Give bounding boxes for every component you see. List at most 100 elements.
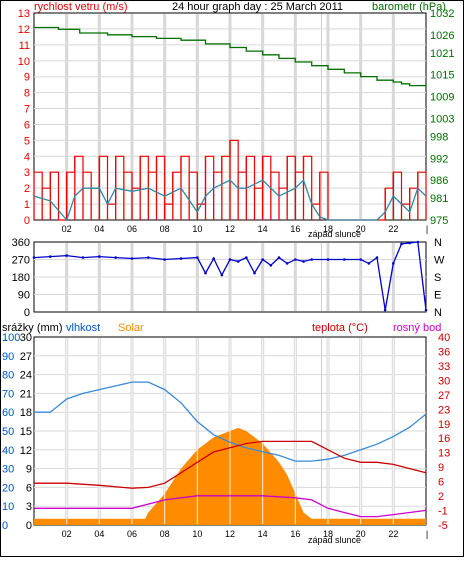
wind-direction-point — [220, 273, 224, 277]
rain-ticks: 0 3 6 9 12 15 18 21 24 27 30 — [20, 332, 32, 532]
time-tick-label: 20 — [356, 224, 366, 234]
time-tick-label: 10 — [192, 224, 202, 234]
rain-tick-label: 21 — [20, 388, 32, 400]
wind-direction-point — [383, 308, 387, 312]
wind-direction-point — [424, 308, 428, 312]
time-tick-label: 14 — [258, 224, 268, 234]
temperature-tick-label: 6 — [438, 477, 444, 489]
rain-tick-label: 30 — [20, 332, 32, 344]
wind-speed-tick-label: 1 — [24, 199, 30, 211]
wind-speed-tick-label: 5 — [24, 135, 30, 147]
humidity-tick-label: 20 — [2, 482, 14, 494]
wind-direction-point — [212, 257, 215, 260]
time-tick-label: 02 — [62, 529, 72, 539]
wind-speed-tick-label: 0 — [24, 215, 30, 227]
wind-direction-line — [33, 241, 427, 311]
humidity-tick-label: 90 — [2, 351, 14, 363]
time-tick-label: 12 — [225, 224, 235, 234]
humidity-tick-label: 80 — [2, 370, 14, 382]
degree-tick-label: 0 — [24, 307, 30, 319]
time-tick-label: 12 — [225, 529, 235, 539]
wind-direction-point — [204, 271, 207, 275]
temperature-tick-label: 23 — [438, 404, 450, 416]
compass-tick-label: E — [434, 290, 441, 302]
barometer-tick-label: 998 — [430, 131, 448, 143]
time-tick-label: 10 — [192, 529, 202, 539]
temperature-tick-label: 13 — [438, 448, 450, 460]
wind-speed-tick-label: 6 — [24, 119, 30, 131]
temperature-tick-label: 16 — [438, 433, 450, 445]
temperature-tick-label: 27 — [438, 390, 450, 402]
wind-direction-point — [408, 241, 411, 245]
barometer-tick-label: 986 — [430, 175, 448, 187]
humidity-tick-label: 70 — [2, 388, 14, 400]
degree-ticks: 0 90 180 270 360 — [12, 237, 30, 319]
humidity-tick-label: 60 — [2, 407, 14, 419]
wind-direction-point — [285, 262, 289, 265]
temperature-tick-label: -5 — [438, 520, 448, 532]
temperature-tick-label: 30 — [438, 375, 450, 387]
rain-tick-label: 24 — [20, 370, 32, 382]
wind-direction-point — [294, 258, 297, 261]
temperature-tick-label: 9 — [438, 462, 444, 474]
humidity-tick-label: 100 — [2, 332, 20, 344]
wind-direction-point — [49, 255, 52, 258]
wind-direction-point — [400, 242, 403, 246]
wind-direction-point — [392, 262, 395, 265]
compass-tick-label: N — [434, 307, 442, 319]
wind-speed-tick-label: 13 — [18, 8, 30, 20]
wind-speed-tick-label: 3 — [24, 167, 30, 179]
humidity-ticks: 0 10 20 30 40 50 60 70 80 90 100 — [2, 332, 20, 532]
wind-direction-point — [253, 271, 256, 275]
wind-direction-point — [114, 256, 117, 259]
temperature-tick-label: 36 — [438, 346, 450, 358]
wind-speed-tick-label: 4 — [24, 151, 30, 163]
wind-direction-point — [326, 258, 330, 261]
solar-legend-label: Solar — [118, 322, 144, 334]
rain-tick-label: 3 — [26, 501, 32, 513]
barometer-ticks: 975 981 986 992 998 1003 1009 1015 1021 1026 1032 — [430, 8, 454, 227]
temperature-tick-label: 33 — [438, 361, 450, 373]
time-tick-label: 02 — [62, 224, 72, 234]
barometer-tick-label: 1015 — [430, 70, 454, 82]
temperature-tick-label: -1 — [438, 506, 448, 518]
time-tick-label: 16 — [290, 529, 300, 539]
rain-tick-label: 18 — [20, 407, 32, 419]
wind-direction-point — [277, 256, 281, 259]
wind-speed-tick-label: 11 — [19, 40, 30, 52]
barometer-tick-label: 975 — [430, 215, 448, 227]
time-tick-label: 04 — [94, 224, 104, 234]
wind-direction-point — [416, 240, 420, 244]
barometer-line — [34, 26, 427, 87]
degree-tick-label: 90 — [18, 290, 30, 302]
wind-direction-point — [359, 258, 362, 261]
rain-tick-label: 15 — [20, 426, 32, 438]
wind-pressure-marks — [33, 26, 427, 222]
wind-direction-point — [367, 262, 371, 265]
time-tick-label: 18 — [323, 224, 333, 234]
time-tick-label: 16 — [290, 224, 300, 234]
chart-title: 24 hour graph day : 25 March 2011 — [172, 1, 343, 13]
barometer-tick-label: 992 — [430, 153, 448, 165]
wind-axis-label: rychlost vetru (m/s) — [34, 1, 128, 13]
wind-direction-point — [196, 256, 199, 259]
compass-tick-label: S — [434, 272, 441, 284]
wind-speed-tick-label: 9 — [24, 72, 30, 84]
humidity-tick-label: 10 — [2, 501, 14, 513]
wind-panel-time-ticks: 02 04 06 08 10 12 14 16 18 20 22 | — [62, 224, 429, 234]
wind-direction-point — [163, 258, 166, 261]
temperature-tick-label: 2 — [438, 491, 444, 503]
wind-speed-tick-label: 2 — [24, 183, 30, 195]
humidity-axis-label: vlhkost — [66, 322, 100, 334]
wind-speed-tick-label: 7 — [24, 104, 30, 116]
wind-direction-point — [375, 256, 379, 259]
wind-speed-tick-label: 10 — [18, 56, 30, 68]
time-tick-label: 14 — [258, 529, 268, 539]
dew-point-line — [34, 495, 427, 518]
rain-tick-label: 9 — [26, 464, 32, 476]
humidity-line — [34, 381, 427, 462]
